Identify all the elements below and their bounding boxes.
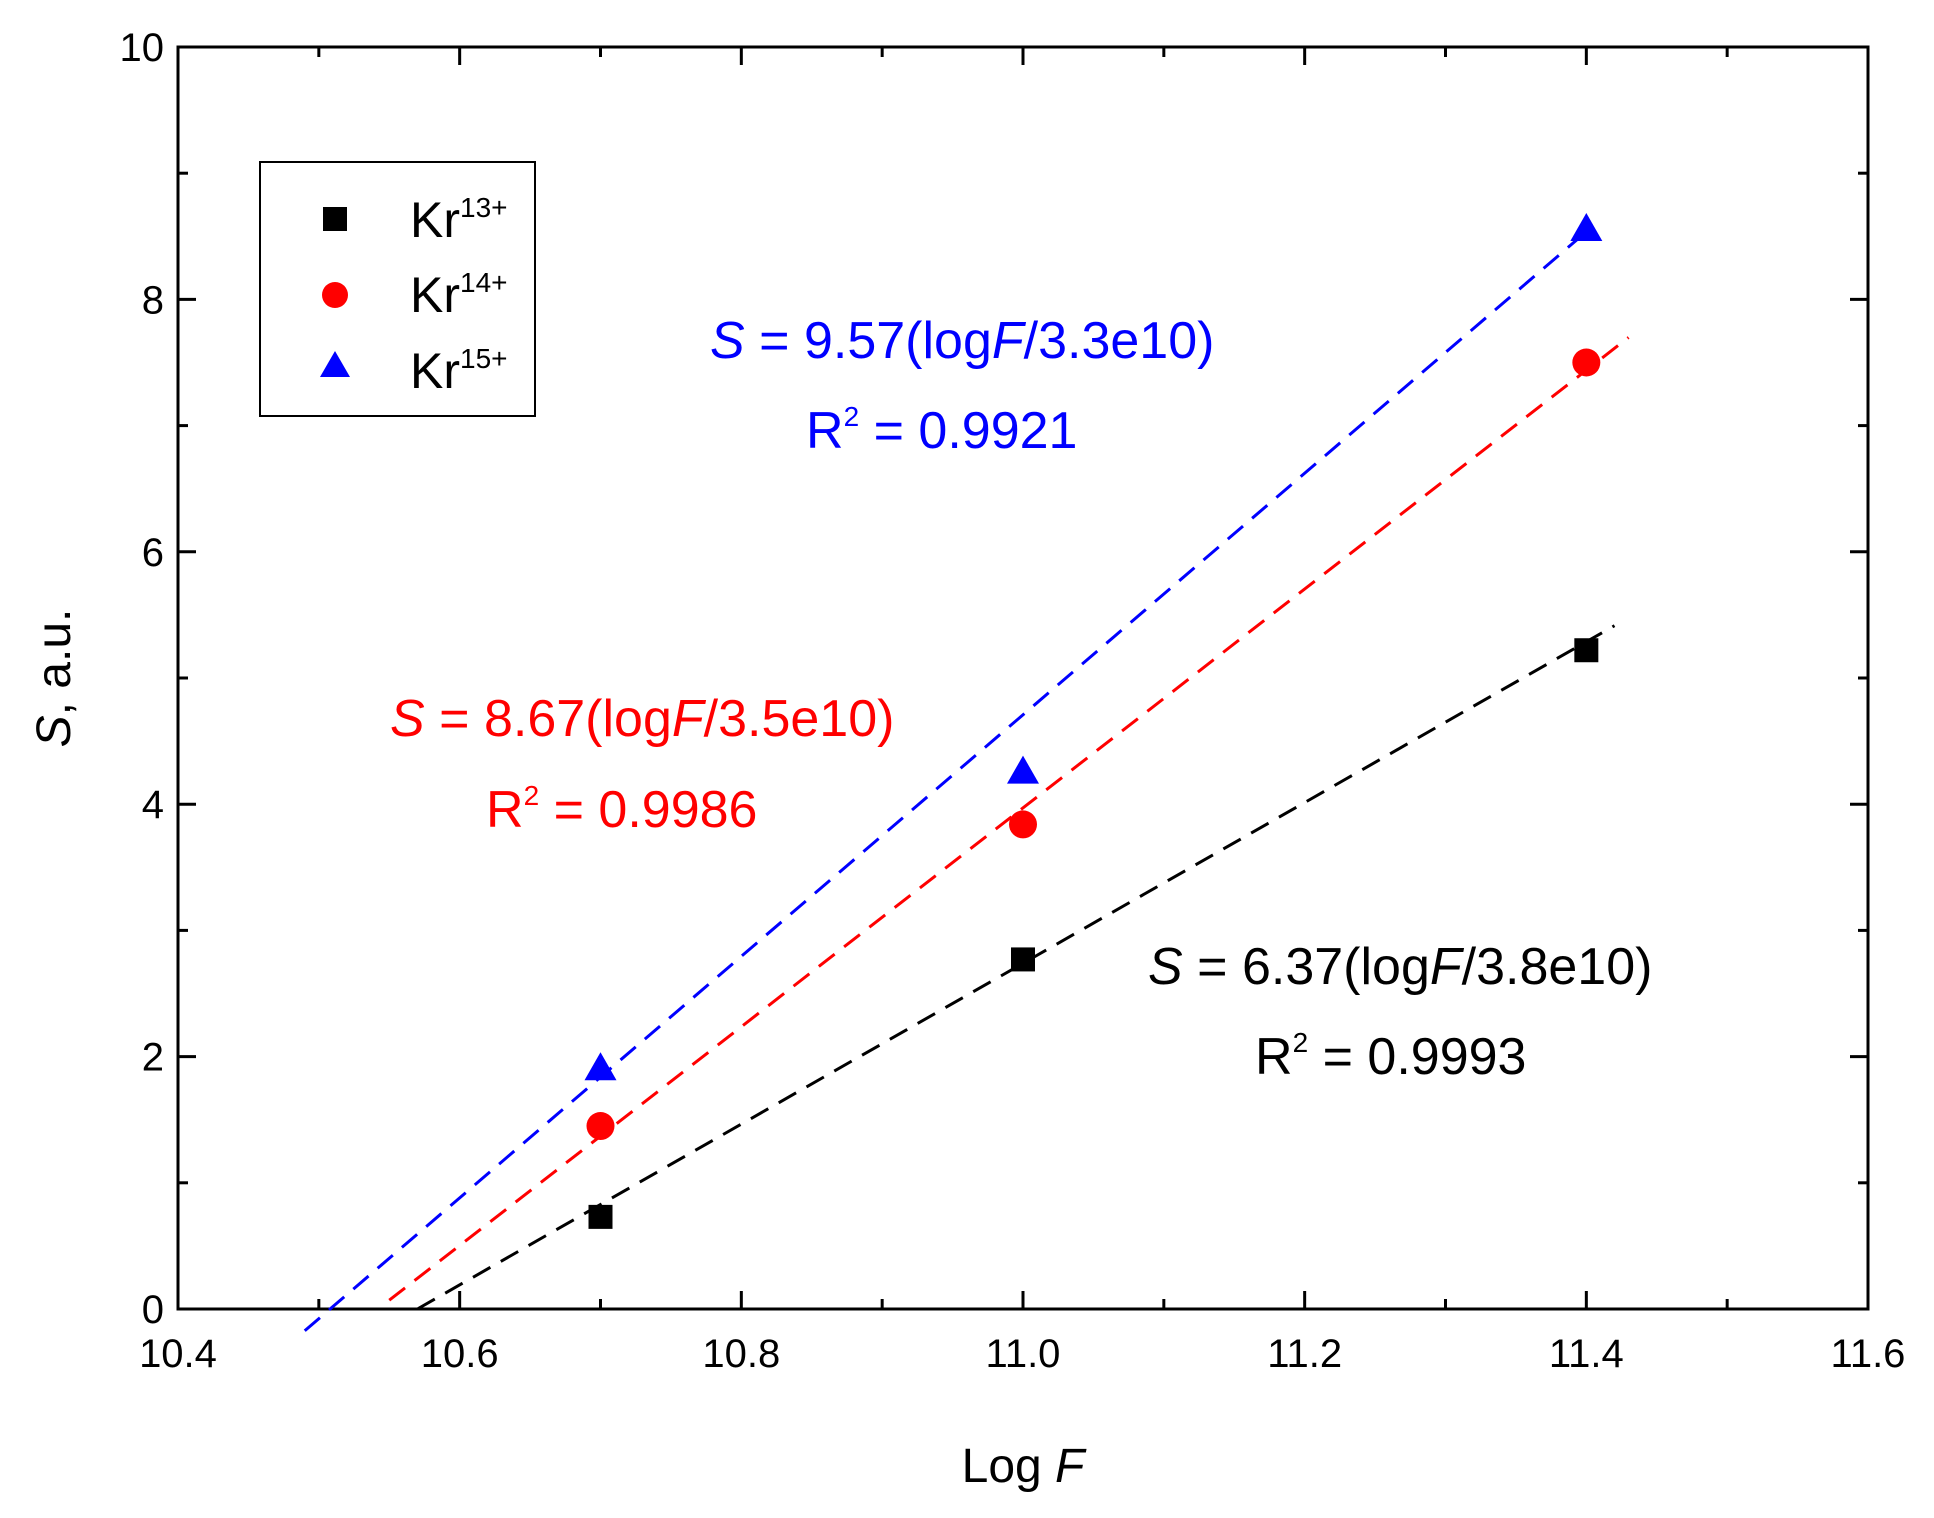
x-axis-title: Log F <box>962 1440 1087 1493</box>
data-point-13plus <box>1574 638 1599 663</box>
data-point-13plus <box>588 1204 613 1229</box>
x-tick-label: 11.6 <box>1831 1332 1906 1376</box>
legend-marker-kr13 <box>323 207 347 231</box>
y-axis-title: S, a.u. <box>28 609 81 748</box>
legend-label-kr13: Kr13+ <box>410 192 508 248</box>
equation-kr14: S = 8.67(logF/3.5e10) <box>390 690 894 748</box>
legend-marker-kr14 <box>322 282 348 308</box>
data-point-15plus <box>1570 212 1603 241</box>
y-tick-label: 0 <box>142 1288 164 1332</box>
fit-line-15plus <box>303 230 1588 1332</box>
r2-kr15: R2 = 0.9921 <box>806 401 1077 460</box>
x-tick-label: 10.4 <box>139 1332 217 1376</box>
legend-label-kr14: Kr14+ <box>410 267 508 323</box>
r2-kr13: R2 = 0.9993 <box>1255 1027 1526 1086</box>
data-points <box>584 212 1603 1229</box>
y-tick-label: 2 <box>142 1036 164 1080</box>
data-point-15plus <box>584 1052 617 1081</box>
data-point-14plus <box>1572 348 1601 377</box>
data-point-15plus <box>1007 755 1039 784</box>
equation-kr13: S = 6.37(logF/3.8e10) <box>1148 938 1652 996</box>
x-tick-label: 10.8 <box>702 1332 780 1376</box>
legend-box <box>259 161 536 417</box>
x-tick-label: 11.4 <box>1549 1332 1624 1376</box>
x-tick-label: 11.0 <box>986 1332 1061 1376</box>
r2-kr14: R2 = 0.9986 <box>486 780 757 839</box>
legend-label-kr15: Kr15+ <box>410 343 508 399</box>
fit-annotations: S = 9.57(logF/3.3e10) R2 = 0.9921 S = 8.… <box>390 312 1652 1086</box>
y-tick-label: 10 <box>120 26 165 70</box>
fit-line-14plus <box>388 336 1630 1302</box>
data-point-14plus <box>586 1112 615 1141</box>
y-tick-label: 8 <box>142 278 164 322</box>
x-tick-label: 11.2 <box>1267 1332 1342 1376</box>
legend: Kr13+ Kr14+ Kr15+ <box>259 161 536 417</box>
y-tick-label: 6 <box>142 531 164 575</box>
equation-kr15: S = 9.57(logF/3.3e10) <box>710 312 1214 370</box>
data-point-14plus <box>1009 810 1037 839</box>
data-point-13plus <box>1011 947 1035 972</box>
axis-ticks: 10.4 10.6 10.8 11.0 11.2 11.4 11.6 0 2 4 6 8 10 <box>120 26 1906 1376</box>
x-tick-label: 10.6 <box>421 1332 499 1376</box>
legend-marker-kr15 <box>320 351 350 377</box>
y-tick-label: 4 <box>142 783 164 827</box>
